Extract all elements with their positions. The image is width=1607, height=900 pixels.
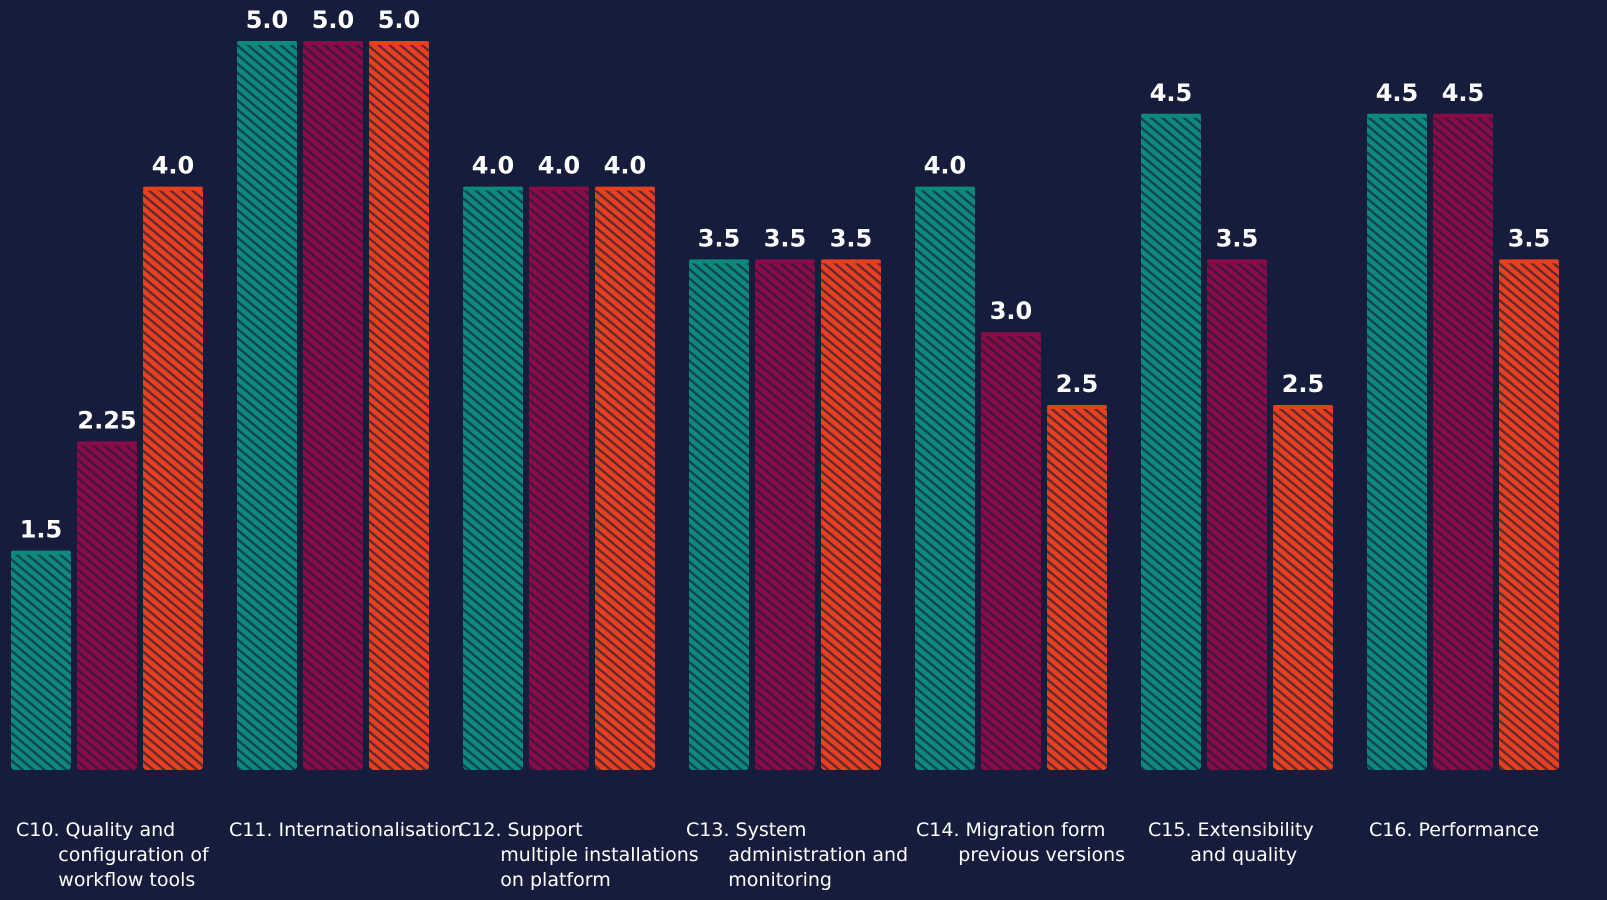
- value-label-c14-series2: 3.0: [990, 297, 1033, 325]
- bar-c11-series3: [369, 42, 429, 770]
- value-label-c10-series1: 1.5: [20, 516, 63, 544]
- category-label-c11: C11. Internationalisation: [229, 819, 464, 841]
- value-label-c11-series1: 5.0: [246, 6, 289, 34]
- value-label-c16-series1: 4.5: [1376, 79, 1419, 107]
- value-label-c11-series2: 5.0: [312, 6, 355, 34]
- category-label-c12: C12. Support multiple installations on p…: [458, 819, 699, 891]
- category-label-c16: C16. Performance: [1369, 819, 1539, 841]
- value-label-c14-series1: 4.0: [924, 152, 967, 180]
- value-label-c13-series2: 3.5: [764, 224, 807, 252]
- bar-c13-series1: [689, 260, 749, 770]
- bar-c13-series3: [821, 260, 881, 770]
- value-label-c16-series2: 4.5: [1442, 79, 1485, 107]
- value-label-c15-series1: 4.5: [1150, 79, 1193, 107]
- bar-c16-series3: [1499, 260, 1559, 770]
- bar-c16-series1: [1367, 114, 1427, 771]
- value-label-c13-series1: 3.5: [698, 224, 741, 252]
- value-label-c10-series2: 2.25: [77, 406, 136, 434]
- bar-c12-series2: [529, 187, 589, 771]
- value-label-c12-series2: 4.0: [538, 152, 581, 180]
- category-label-c13: C13. System administration and monitorin…: [686, 819, 909, 891]
- bar-c10-series1: [11, 551, 71, 770]
- value-label-c14-series3: 2.5: [1056, 370, 1099, 398]
- value-label-c13-series3: 3.5: [830, 224, 873, 252]
- bar-c13-series2: [755, 260, 815, 770]
- value-label-c10-series3: 4.0: [152, 152, 195, 180]
- bar-c11-series2: [303, 42, 363, 770]
- category-label-c10: C10. Quality and configuration of workfl…: [16, 819, 209, 891]
- category-label-c14: C14. Migration form previous versions: [916, 819, 1126, 866]
- bars-layer: [11, 41, 1559, 771]
- value-labels-layer: 1.5 2.25 4.0 5.0 5.0 5.0 4.0 4.0 4.0 3.5 3.5 3.5 4.0…: [20, 6, 1551, 544]
- value-label-c16-series3: 3.5: [1508, 224, 1551, 252]
- category-label-c15: C15. Extensibility and quality: [1148, 819, 1314, 866]
- bar-c15-series3: [1273, 406, 1333, 770]
- value-label-c12-series3: 4.0: [604, 152, 647, 180]
- bar-c11-series1: [237, 42, 297, 770]
- bar-c14-series2: [981, 333, 1041, 770]
- bar-c14-series3: [1047, 406, 1107, 770]
- bar-c10-series3: [143, 187, 203, 771]
- value-label-c11-series3: 5.0: [378, 6, 421, 34]
- bar-c14-series1: [915, 187, 975, 771]
- bar-c15-series1: [1141, 114, 1201, 771]
- value-label-c12-series1: 4.0: [472, 152, 515, 180]
- bar-c12-series1: [463, 187, 523, 771]
- bar-c12-series3: [595, 187, 655, 771]
- value-label-c15-series2: 3.5: [1216, 224, 1259, 252]
- bar-c15-series2: [1207, 260, 1267, 770]
- value-label-c15-series3: 2.5: [1282, 370, 1325, 398]
- bar-c10-series2: [77, 442, 137, 770]
- bar-c16-series2: [1433, 114, 1493, 771]
